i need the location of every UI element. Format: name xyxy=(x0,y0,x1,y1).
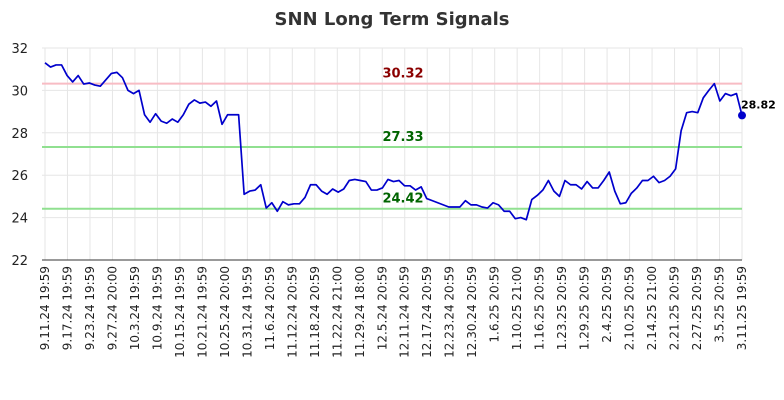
y-tick-label: 30 xyxy=(11,84,28,99)
x-tick-label: 1.10.25 21:00 xyxy=(510,266,524,350)
x-tick-label: 9.23.24 19:59 xyxy=(83,266,97,350)
x-tick-label: 10.25.24 20:00 xyxy=(218,266,232,358)
x-tick-label: 2.14.25 21:00 xyxy=(645,266,659,350)
series-group: 28.82 xyxy=(44,62,776,221)
x-tick-label: 9.17.24 19:59 xyxy=(60,266,74,350)
y-tick-label: 24 xyxy=(11,212,28,227)
x-tick-label: 2.4.25 20:59 xyxy=(600,266,614,343)
last-price-marker xyxy=(738,111,746,120)
y-tick-label: 28 xyxy=(11,127,28,142)
x-tick-label: 1.6.25 20:59 xyxy=(488,266,502,343)
x-tick-label: 2.21.25 20:59 xyxy=(668,266,682,350)
x-tick-label: 11.18.24 20:59 xyxy=(308,266,322,358)
chart-title: SNN Long Term Signals xyxy=(274,9,509,30)
x-tick-label: 9.11.24 19:59 xyxy=(38,266,52,350)
x-tick-label: 10.15.24 19:59 xyxy=(173,266,187,358)
x-tick-label: 9.27.24 20:00 xyxy=(105,266,119,350)
x-tick-label: 12.30.24 20:59 xyxy=(465,266,479,358)
x-tick-label: 1.23.25 20:59 xyxy=(555,266,569,350)
y-tick-label: 22 xyxy=(11,254,28,269)
x-tick-label: 10.3.24 19:59 xyxy=(128,266,142,350)
level-label: 30.32 xyxy=(382,67,423,82)
level-label: 27.33 xyxy=(382,130,423,145)
level-label: 24.42 xyxy=(382,192,423,207)
x-tick-label: 3.5.25 20:59 xyxy=(713,266,727,343)
x-tick-label: 10.21.24 19:59 xyxy=(195,266,209,358)
x-tick-label: 10.31.24 19:59 xyxy=(240,266,254,358)
x-tick-label: 2.10.25 20:59 xyxy=(623,266,637,350)
x-tick-label: 12.23.24 20:59 xyxy=(443,266,457,358)
x-tick-label: 10.9.24 19:59 xyxy=(150,266,164,350)
y-axis: 22 24 26 28 30 32 xyxy=(11,42,28,269)
y-tick-label: 26 xyxy=(11,169,28,184)
x-tick-label: 2.27.25 20:59 xyxy=(690,266,704,350)
last-price-label: 28.82 xyxy=(741,98,776,111)
x-tick-label: 12.17.24 20:59 xyxy=(420,266,434,358)
x-tick-label: 12.11.24 20:59 xyxy=(398,266,412,358)
x-tick-label: 3.11.25 19:59 xyxy=(735,266,749,350)
x-tick-label: 11.6.24 20:59 xyxy=(263,266,277,350)
x-tick-label: 12.5.24 20:59 xyxy=(375,266,389,350)
x-tick-label: 11.12.24 20:59 xyxy=(285,266,299,358)
x-tick-label: 11.29.24 18:00 xyxy=(353,266,367,358)
x-tick-label: 1.16.25 20:59 xyxy=(533,266,547,350)
price-line xyxy=(44,62,743,221)
x-tick-label: 11.22.24 21:00 xyxy=(330,266,344,358)
y-tick-label: 32 xyxy=(11,42,28,57)
x-tick-label: 1.29.25 20:59 xyxy=(578,266,592,350)
x-axis: 9.11.24 19:59 9.17.24 19:59 9.23.24 19:59 9… xyxy=(38,266,749,358)
signal-levels: 30.32 27.33 24.42 xyxy=(42,67,742,210)
